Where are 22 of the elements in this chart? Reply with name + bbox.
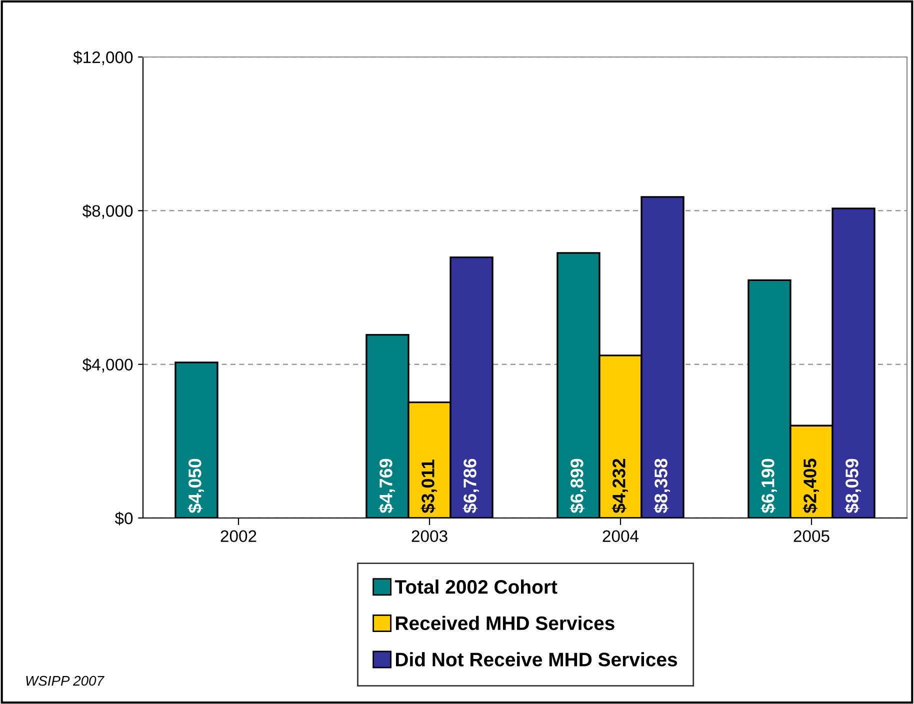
x-tick-label: 2003 [412, 530, 448, 542]
y-tick-label: $0 [114, 512, 133, 526]
x-tick-label: 2002 [220, 530, 256, 542]
y-tick-label: $4,000 [82, 358, 133, 373]
x-tick-label: 2004 [602, 530, 639, 542]
y-tick-label: $12,000 [73, 50, 133, 66]
legend-label: Did Not Receive MHD Services [396, 652, 678, 666]
legend-label: Received MHD Services [396, 616, 614, 630]
data-label: $6,899 [570, 458, 586, 514]
data-label: $4,050 [188, 458, 204, 514]
data-label: $8,059 [844, 458, 861, 514]
data-label: $4,232 [612, 458, 628, 514]
data-label: $6,786 [462, 458, 479, 514]
data-label: $8,358 [654, 458, 670, 514]
data-label: $6,190 [760, 458, 777, 514]
data-label: $4,769 [378, 458, 395, 514]
data-label: $2,405 [802, 458, 819, 514]
legend-label: Total 2002 Cohort [394, 580, 558, 594]
text: WSIPP 2007 [26, 676, 104, 686]
data-label: $3,011 [420, 460, 437, 514]
y-tick-label: $8,000 [82, 204, 133, 219]
x-tick-label: 2005 [794, 530, 830, 542]
